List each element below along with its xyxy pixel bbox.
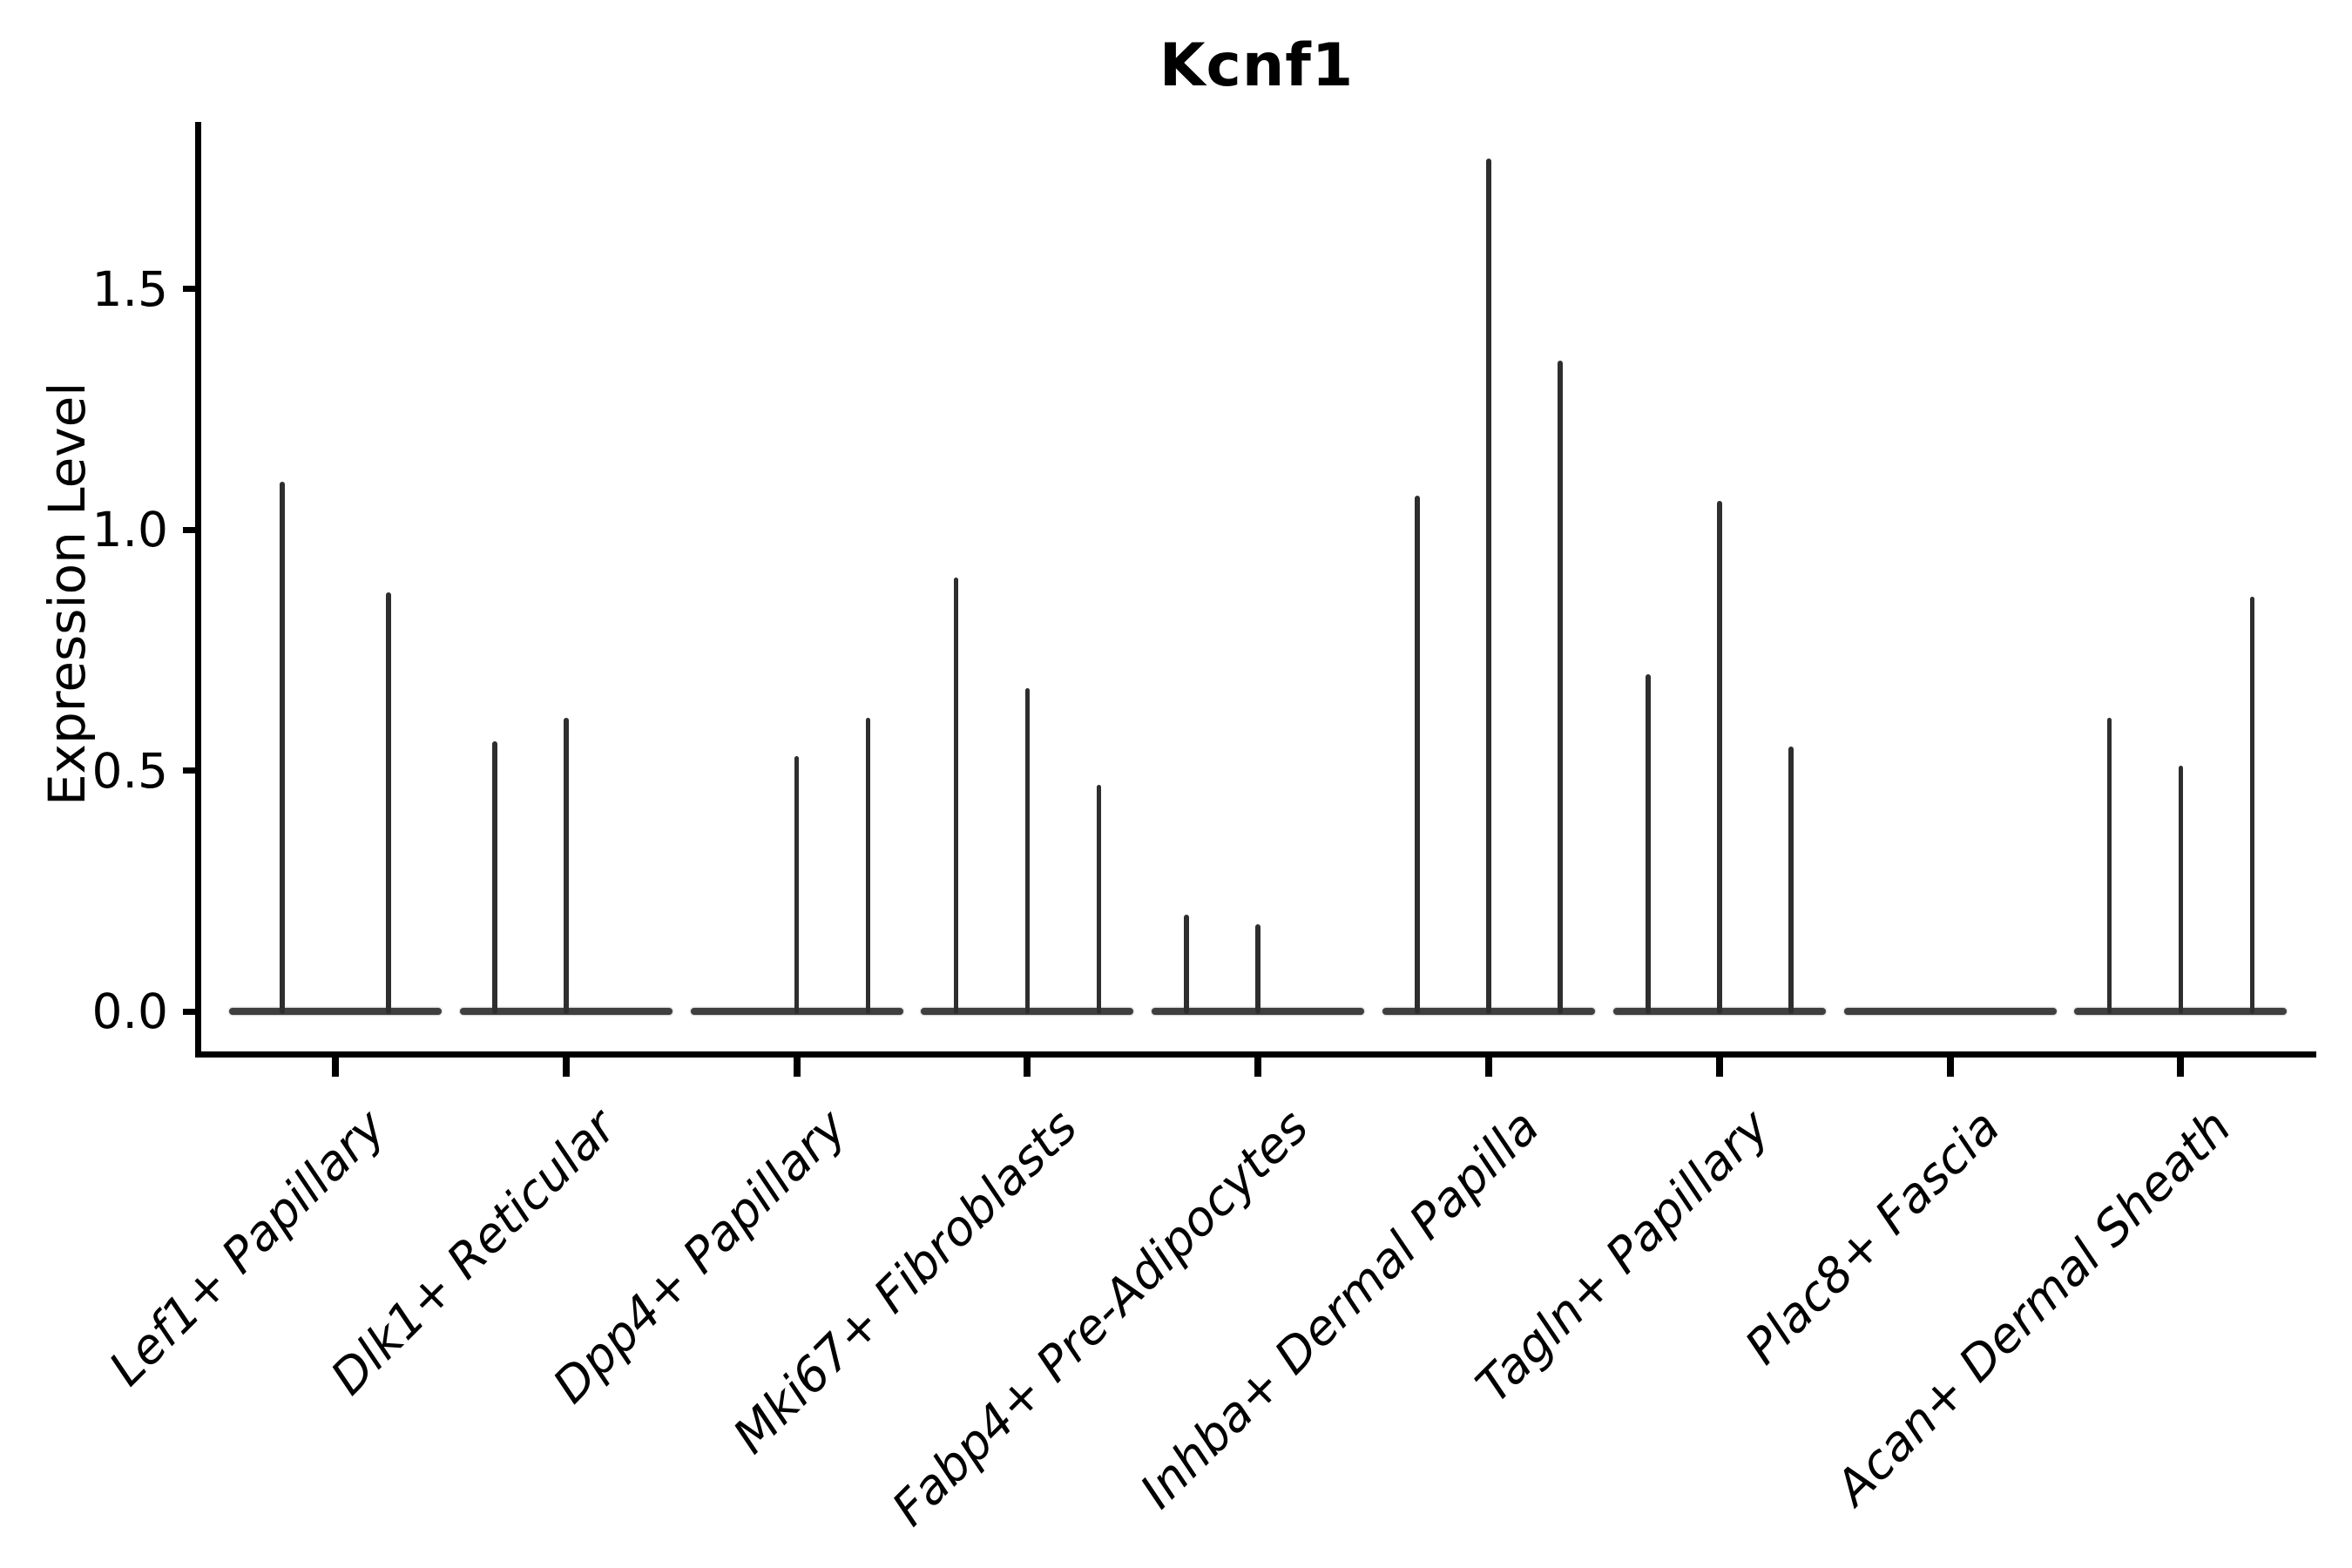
violin-spike	[2106, 717, 2112, 1014]
y-tick-label: 1.5	[91, 260, 168, 317]
violin-spike	[865, 717, 871, 1014]
x-tick-mark	[562, 1058, 570, 1077]
x-tick-mark	[1024, 1058, 1031, 1077]
violin-spike	[1558, 361, 1563, 1014]
x-tick-mark	[1715, 1058, 1723, 1077]
y-tick-mark	[182, 286, 195, 292]
y-tick-mark	[182, 526, 195, 533]
violin-spike	[1024, 688, 1031, 1014]
violin-spike	[564, 717, 569, 1014]
violin-spike	[492, 741, 497, 1014]
x-axis-spine	[194, 1051, 2316, 1058]
violin-spike	[1646, 673, 1651, 1014]
violin-baseline	[1843, 1008, 2057, 1015]
violin-spike	[1788, 746, 1794, 1014]
y-tick-mark	[182, 1008, 195, 1015]
y-tick-mark	[182, 767, 195, 774]
x-tick-mark	[1254, 1058, 1262, 1077]
violin-spike	[794, 755, 800, 1014]
violin-spike	[953, 578, 959, 1014]
x-tick-mark	[332, 1058, 339, 1077]
y-tick-label: 0.0	[91, 983, 168, 1039]
x-tick-label: Acan+ Dermal Sheath	[1824, 1098, 2241, 1516]
violin-spike	[1486, 159, 1491, 1014]
x-tick-mark	[1946, 1058, 1954, 1077]
y-tick-label: 1.0	[91, 502, 168, 558]
violin-spike	[386, 591, 391, 1014]
violin-spike	[2178, 765, 2184, 1014]
x-tick-label: Fabp4+ Pre-Adipocytes	[881, 1098, 1319, 1537]
x-tick-mark	[2177, 1058, 2185, 1077]
violin-spike	[1717, 500, 1722, 1014]
violin-spike	[280, 481, 285, 1014]
violin-spike	[1415, 496, 1420, 1014]
violin-spike	[1096, 785, 1102, 1014]
x-tick-mark	[793, 1058, 801, 1077]
violin-baseline	[229, 1008, 442, 1015]
violin-spike	[1255, 924, 1260, 1014]
plot-title: Kcnf1	[1159, 31, 1355, 100]
y-axis-spine	[194, 122, 201, 1058]
x-tick-label: Inhba+ Dermal Papilla	[1129, 1098, 1550, 1519]
violin-spike	[1184, 915, 1189, 1014]
y-tick-label: 0.5	[91, 742, 168, 799]
x-tick-mark	[1485, 1058, 1492, 1077]
violin-spike	[2249, 597, 2255, 1014]
